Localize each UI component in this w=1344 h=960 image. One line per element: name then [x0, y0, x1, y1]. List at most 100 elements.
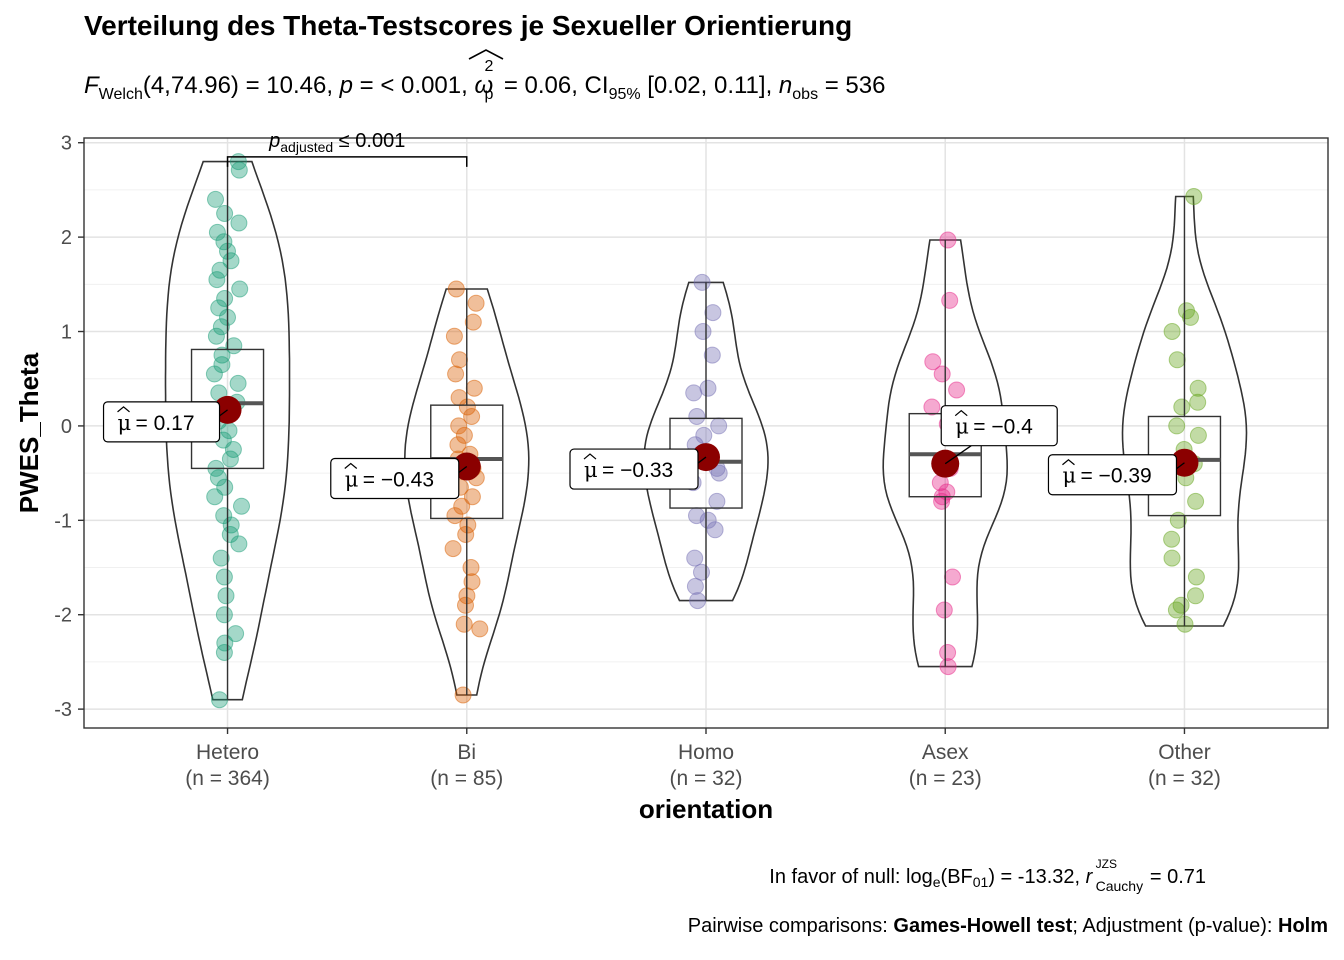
- data-point-bi: [455, 426, 473, 444]
- data-point-hetero: [208, 223, 226, 241]
- y-tick-label: -2: [54, 605, 72, 627]
- data-point-asex: [941, 291, 959, 309]
- data-point-homo: [694, 323, 712, 340]
- mean-hat-bi: [344, 462, 358, 469]
- x-tick-label-bi: Bi: [457, 741, 476, 764]
- x-tick-n-label-hetero: (n = 364): [185, 767, 270, 790]
- x-tick-label-homo: Homo: [678, 741, 734, 764]
- mean-label-homo: = −0.33: [602, 459, 673, 482]
- mean-label-leader-asex: [944, 445, 972, 465]
- data-point-other: [1185, 188, 1203, 205]
- data-point-asex: [939, 644, 957, 661]
- data-point-homo: [706, 521, 724, 539]
- mean-label-asex: = −0.4: [973, 416, 1033, 439]
- x-tick-n-label-homo: (n = 32): [670, 767, 743, 790]
- mean-symbol-asex: μ: [955, 415, 969, 439]
- data-point-hetero: [229, 374, 247, 392]
- mean-label-leader-homo: [697, 456, 707, 464]
- mean-hat-other: [1062, 458, 1075, 466]
- data-point-asex: [948, 381, 966, 399]
- data-point-hetero: [208, 271, 226, 289]
- mean-hat-asex: [954, 409, 968, 417]
- data-point-bi: [465, 379, 483, 397]
- data-point-bi: [463, 488, 481, 506]
- data-point-bi: [457, 596, 474, 614]
- data-point-hetero: [231, 280, 249, 298]
- data-point-hetero: [212, 549, 230, 567]
- y-tick-label: 3: [61, 133, 72, 155]
- data-point-homo: [699, 511, 717, 529]
- data-point-bi: [455, 615, 473, 633]
- data-point-bi: [464, 313, 482, 331]
- data-point-hetero: [215, 606, 233, 624]
- chart-title: Verteilung des Theta-Testscores je Sexue…: [84, 10, 853, 41]
- data-point-hetero: [206, 488, 224, 506]
- pairwise-label: padjusted ≤ 0.001: [268, 130, 405, 155]
- x-tick-label-hetero: Hetero: [196, 741, 259, 764]
- data-point-bi: [451, 351, 468, 369]
- axis-layer: -3 -2 -1 0 1 2 3 Hetero (n = 364) Bi (n = 85) Homo (…: [54, 133, 1221, 790]
- r-cauchy-symbol: r JZS Cauchy: [1085, 857, 1144, 894]
- mean-symbol-hetero: μ: [118, 411, 132, 435]
- data-point-hetero: [216, 205, 234, 222]
- data-point-homo: [686, 577, 704, 595]
- data-point-bi: [447, 365, 465, 383]
- data-point-other: [1189, 426, 1207, 444]
- mean-symbol-homo: μ: [584, 458, 598, 482]
- mean-hat-hetero: [117, 406, 130, 413]
- data-point-homo: [710, 417, 728, 435]
- x-tick-n-label-asex: (n = 23): [909, 767, 982, 790]
- data-point-asex: [924, 353, 942, 371]
- y-axis-title: PWES_Theta: [14, 352, 44, 513]
- data-point-hetero: [230, 535, 248, 553]
- data-point-homo: [710, 464, 728, 482]
- mean-symbol-bi: μ: [345, 468, 359, 492]
- data-point-other: [1163, 323, 1181, 340]
- data-point-other: [1173, 398, 1191, 416]
- data-point-hetero: [205, 365, 223, 383]
- data-point-bi: [444, 540, 462, 558]
- y-tick-label: -3: [54, 699, 72, 721]
- data-point-bi: [446, 507, 464, 525]
- data-point-bi: [457, 526, 475, 543]
- data-point-hetero: [211, 691, 228, 709]
- data-point-hetero: [224, 441, 242, 458]
- data-point-other: [1182, 308, 1199, 326]
- data-point-hetero: [230, 161, 248, 179]
- data-point-other: [1187, 568, 1205, 586]
- data-point-other: [1168, 417, 1186, 435]
- data-point-other: [1163, 549, 1181, 567]
- mean-symbol-other: μ: [1062, 464, 1076, 488]
- data-point-hetero: [216, 290, 234, 307]
- data-point-asex: [944, 568, 961, 586]
- data-point-other: [1189, 393, 1207, 411]
- data-point-asex: [939, 231, 957, 249]
- data-point-homo: [708, 492, 726, 510]
- data-point-homo: [703, 346, 721, 364]
- data-point-hetero: [216, 634, 234, 652]
- data-point-hetero: [213, 346, 231, 364]
- mean-label-box-other: [1047, 454, 1178, 496]
- data-point-homo: [686, 549, 704, 567]
- violin-asex: [882, 239, 1009, 668]
- x-tick-n-label-bi: (n = 85): [430, 767, 503, 790]
- x-tick-label-other: Other: [1158, 741, 1211, 764]
- y-tick-label: -1: [54, 510, 72, 532]
- data-point-homo: [685, 384, 703, 402]
- x-axis-title: orientation: [639, 794, 773, 824]
- data-point-hetero: [215, 568, 233, 586]
- data-point-hetero: [230, 214, 248, 232]
- mean-label-leader-other: [1176, 462, 1185, 470]
- data-point-hetero: [210, 299, 228, 317]
- pairwise-layer: padjusted ≤ 0.001: [226, 130, 468, 167]
- y-tick-label: 0: [61, 416, 72, 438]
- data-point-asex: [938, 483, 956, 501]
- data-point-hetero: [221, 450, 239, 468]
- mean-label-box-bi: [330, 457, 460, 500]
- data-point-homo: [693, 273, 711, 291]
- data-point-homo: [699, 379, 717, 397]
- data-point-other: [1189, 379, 1207, 397]
